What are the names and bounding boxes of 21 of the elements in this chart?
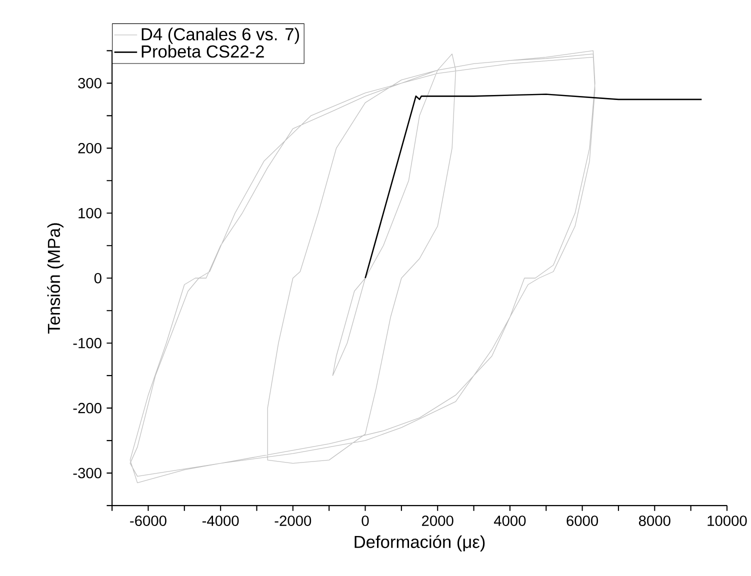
legend-label: Probeta CS22-2 xyxy=(142,44,264,58)
x-tick-label: 2000 xyxy=(422,515,454,526)
y-tick-label: -100 xyxy=(73,338,102,348)
y-tick-label: 100 xyxy=(78,208,102,218)
x-tick-label: -2000 xyxy=(274,515,312,526)
legend-label: D4 (Canales 6 vs. 7) xyxy=(142,28,299,44)
x-tick-label: -6000 xyxy=(130,515,166,526)
y-axis-title: Tensión (MPa) xyxy=(47,223,64,334)
x-tick-label: 10000 xyxy=(708,515,747,526)
x-tick-label: -4000 xyxy=(202,515,239,526)
y-tick-label: -200 xyxy=(73,402,102,414)
y-tick-label: 200 xyxy=(78,142,102,154)
line-series xyxy=(364,93,702,279)
x-tick-label: 0 xyxy=(362,515,369,526)
x-axis-title: Deformación (με) xyxy=(354,535,485,552)
x-tick-label: 8000 xyxy=(638,515,670,526)
y-tick-label: -300 xyxy=(73,468,102,478)
x-tick-label: 6000 xyxy=(566,515,598,526)
y-tick-label: 300 xyxy=(78,78,102,88)
x-tick-label: 4000 xyxy=(494,515,526,526)
y-tick-label: 0 xyxy=(94,272,102,284)
